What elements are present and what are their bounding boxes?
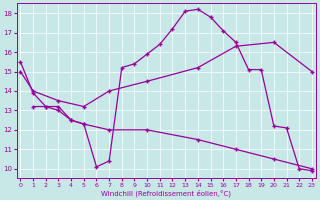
X-axis label: Windchill (Refroidissement éolien,°C): Windchill (Refroidissement éolien,°C) — [101, 189, 231, 197]
